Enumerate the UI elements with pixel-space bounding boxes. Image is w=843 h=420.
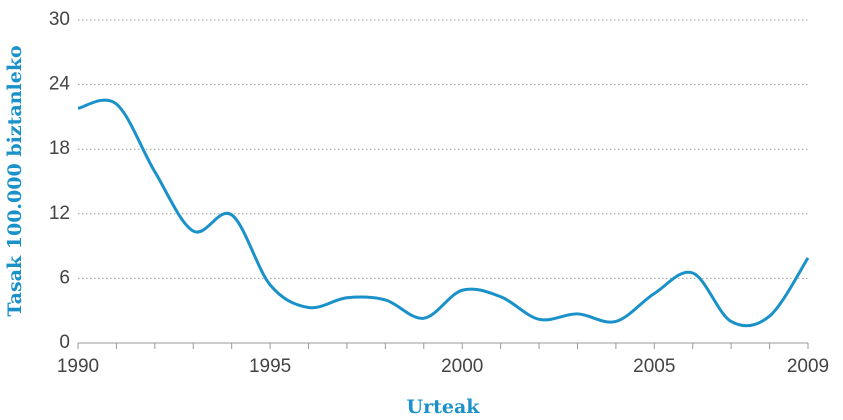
x-tick-label: 1995	[249, 356, 291, 377]
x-tick-label: 2000	[441, 356, 483, 377]
x-tick-label: 2009	[787, 356, 829, 377]
data-line	[77, 98, 810, 328]
y-axis-label: Tasak 100.000 biztanleko	[4, 45, 26, 316]
y-tick-label: 30	[49, 9, 70, 30]
x-tick-label: 2005	[633, 356, 675, 377]
x-axis-label: Urteak	[407, 396, 481, 418]
y-tick-label: 12	[49, 203, 70, 224]
y-tick-label: 6	[59, 267, 70, 288]
y-tick-label: 0	[59, 332, 70, 353]
y-tick-label: 24	[49, 74, 71, 95]
x-tick-label: 1990	[57, 356, 99, 377]
y-tick-label: 18	[49, 138, 70, 159]
